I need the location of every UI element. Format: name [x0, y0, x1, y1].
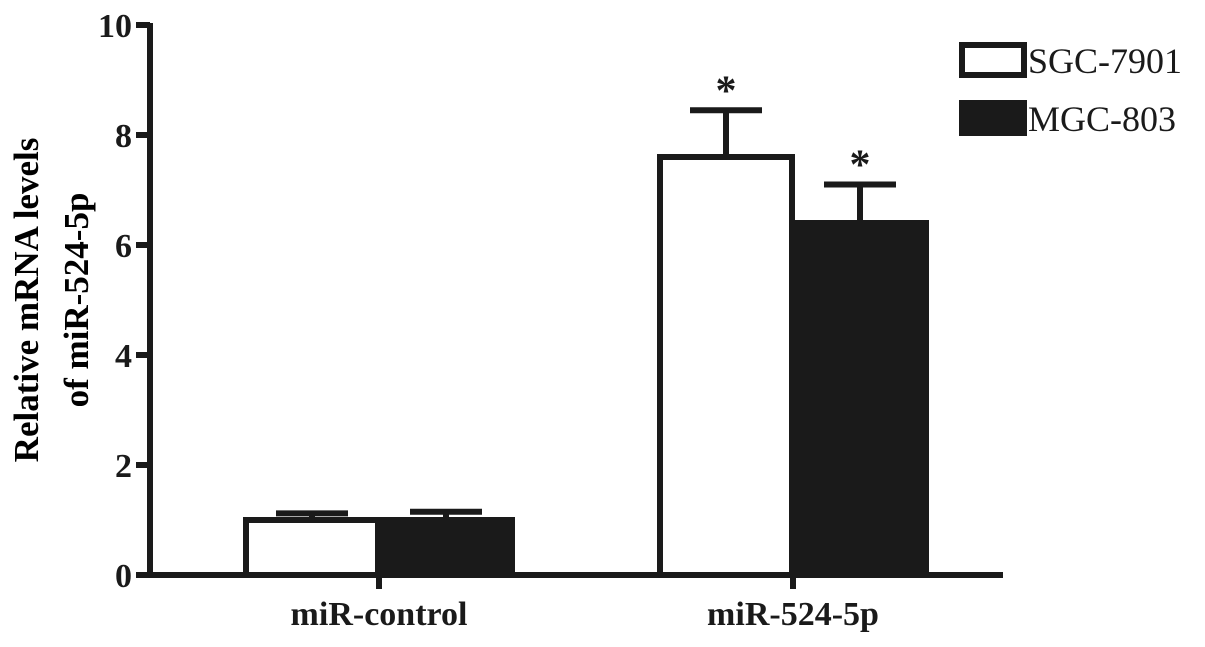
bars-group: **	[243, 68, 929, 578]
x-category-label: miR-control	[291, 596, 468, 633]
y-tick-label: 4	[115, 338, 132, 375]
significance-mark: *	[850, 143, 871, 189]
y-axis-label-line-2: of miR-524-5p	[57, 193, 96, 408]
bar	[377, 517, 515, 578]
y-tick-label: 2	[115, 448, 132, 485]
y-axis-label-line-1: Relative mRNA levels	[7, 138, 46, 463]
y-tick-label: 0	[115, 558, 132, 595]
significance-mark: *	[716, 68, 737, 114]
y-axis-label: Relative mRNA levels of miR-524-5p	[7, 138, 96, 463]
bar	[791, 220, 929, 578]
legend-swatch	[959, 100, 1027, 136]
x-category-label: miR-524-5p	[707, 596, 879, 633]
legend-label: SGC-7901	[1028, 41, 1182, 81]
bar	[657, 154, 795, 578]
legend-swatch	[959, 42, 1027, 78]
y-tick-label: 8	[115, 118, 132, 155]
legend-label: MGC-803	[1028, 99, 1176, 139]
legend: SGC-7901 MGC-803	[959, 41, 1182, 139]
bar	[243, 517, 381, 578]
y-tick-label: 10	[98, 8, 132, 45]
y-tick-label: 6	[115, 228, 132, 265]
axes-group: 0 2 4 6 8 10 miR-control miR-524-5p	[98, 8, 1003, 633]
